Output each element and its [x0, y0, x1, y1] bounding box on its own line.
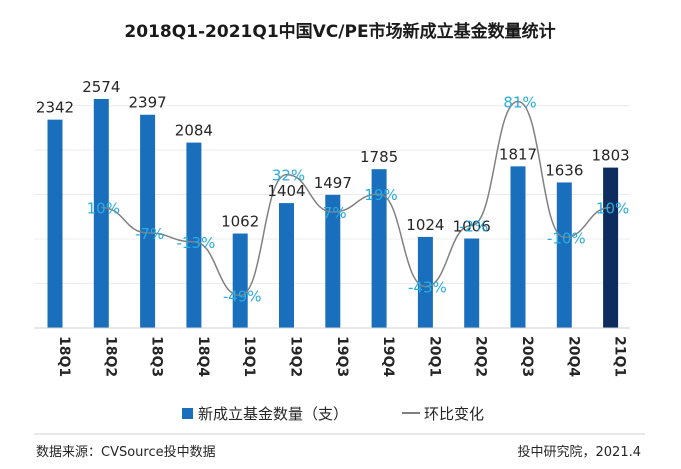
- pct-change-label: 10%: [87, 199, 120, 217]
- pct-change-label: -10%: [547, 229, 586, 247]
- footer-source: 数据来源：CVSource投中数据: [36, 444, 216, 460]
- x-tick-label: 18Q3: [149, 336, 165, 377]
- bar-value-label: 1024: [406, 216, 444, 234]
- pct-change-label: -49%: [223, 288, 262, 306]
- bar-value-label: 1803: [592, 147, 630, 165]
- x-tick-label: 20Q2: [473, 336, 489, 377]
- bar-value-label: 1636: [545, 161, 583, 179]
- x-tick-label: 20Q1: [426, 336, 442, 377]
- bar-value-label: 2574: [82, 78, 120, 96]
- bar: [93, 99, 109, 328]
- bar: [140, 114, 156, 328]
- x-tick-label: 19Q3: [334, 336, 350, 377]
- bar-value-label: 2397: [129, 94, 167, 112]
- bar: [279, 203, 294, 328]
- bar-value-label: 1062: [221, 213, 259, 231]
- pct-change-label: -7%: [135, 225, 164, 243]
- x-tick-label: 19Q2: [288, 336, 304, 377]
- bar: [556, 182, 572, 328]
- x-tick-label: 20Q4: [565, 336, 581, 377]
- bar: [464, 238, 480, 328]
- pct-change-label: -13%: [177, 234, 216, 252]
- bar-value-label: 1785: [360, 148, 398, 166]
- pct-change-label: 32%: [272, 167, 305, 185]
- bar: [232, 233, 248, 328]
- x-tick-label: 19Q1: [241, 336, 257, 377]
- pct-change-label: 10%: [596, 199, 629, 217]
- x-axis-ticks: 18Q1 18Q2 18Q3 18Q4 19Q1 19Q2 19Q3 19Q4 20Q1 20Q2…: [56, 336, 628, 377]
- bar: [417, 236, 433, 328]
- x-tick-label: 18Q2: [102, 336, 118, 377]
- pct-change-label: 81%: [503, 93, 536, 111]
- legend-bar-label: 新成立基金数量（支）: [198, 405, 348, 423]
- pct-change-label: 19%: [364, 186, 397, 204]
- x-tick-label: 18Q4: [195, 336, 211, 377]
- bar-value-label: 2342: [36, 99, 74, 117]
- bar: [510, 166, 526, 328]
- legend: 新成立基金数量（支） 环比变化: [182, 405, 484, 423]
- bar: [325, 194, 341, 328]
- bar-value-label: 1006: [453, 218, 491, 236]
- bar: [186, 142, 202, 328]
- legend-line-label: 环比变化: [424, 405, 484, 423]
- bar-value-label: 1817: [499, 145, 537, 163]
- bar: [47, 119, 63, 328]
- pct-change-label: -43%: [408, 279, 447, 297]
- bar: [371, 169, 387, 328]
- bar-value-label: 1404: [267, 182, 305, 200]
- x-tick-label: 20Q3: [519, 336, 535, 377]
- bar: [603, 167, 619, 328]
- gridlines: [34, 105, 630, 285]
- bar-series: [47, 99, 619, 328]
- x-tick-label: 21Q1: [612, 336, 628, 377]
- bar-value-label: 2084: [175, 122, 213, 140]
- line-path: [101, 100, 611, 297]
- bar-value-labels: 2342 2574 2397 2084 1062 1404 1497 1785 1024 1006…: [36, 78, 630, 235]
- pct-change-label: 7%: [323, 204, 347, 222]
- x-tick-label: 18Q1: [56, 336, 72, 377]
- legend-bar-swatch: [182, 408, 193, 419]
- pct-change-label: -2%: [459, 217, 488, 235]
- chart-title: 2018Q1-2021Q1中国VC/PE市场新成立基金数量统计: [124, 21, 555, 42]
- footer-credit: 投中研究院，2021.4: [518, 444, 642, 460]
- pct-change-labels: 10% -7% -13% -49% 32% 7% 19% -43% -2% 81% -10% 10%: [87, 93, 630, 305]
- line-series: [101, 100, 611, 297]
- x-tick-label: 19Q4: [380, 336, 396, 377]
- bar-value-label: 1497: [314, 174, 352, 192]
